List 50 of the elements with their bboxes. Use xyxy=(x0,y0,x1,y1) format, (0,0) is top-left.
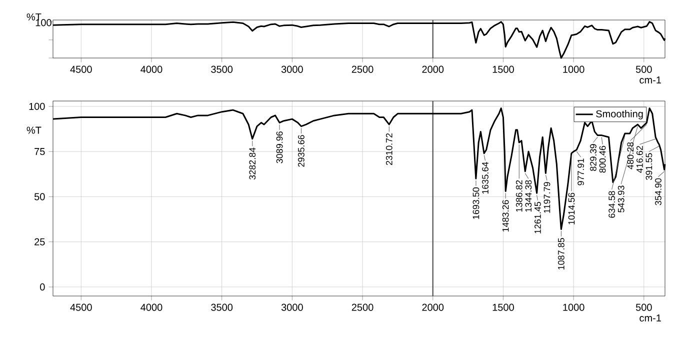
annotation: 1014.56 xyxy=(568,192,575,224)
annotation: 354.90 xyxy=(655,178,662,206)
x-tick-label: 3500 xyxy=(211,66,233,73)
legend-label: Smoothing xyxy=(596,110,643,120)
x-tick-label: 500 xyxy=(636,304,652,311)
annotation: 3282.84 xyxy=(249,148,256,180)
x-axis-title: cm-1 xyxy=(640,314,661,322)
annotation: 829.39 xyxy=(590,144,596,171)
x-tick-label: 2500 xyxy=(352,66,374,73)
annotation: 1261.45 xyxy=(534,202,541,234)
x-tick-label: 4000 xyxy=(140,66,162,73)
annotation: 1344.38 xyxy=(525,180,532,212)
annotation: 3089.96 xyxy=(276,131,283,164)
x-tick-label: 3000 xyxy=(281,304,303,311)
y-tick-label: 25 xyxy=(34,238,45,246)
annotation: 1087.85 xyxy=(558,238,564,270)
annotation: 543.93 xyxy=(618,186,624,212)
x-axis-title: cm-1 xyxy=(640,76,661,84)
x-tick-label: 1500 xyxy=(492,66,514,73)
annotation: 1693.50 xyxy=(472,187,480,219)
x-tick-label: 2500 xyxy=(352,304,374,311)
x-tick-label: 4500 xyxy=(70,66,92,73)
x-tick-label: 4000 xyxy=(140,304,162,311)
y-tick-label: 75 xyxy=(34,148,45,156)
x-tick-label: 1000 xyxy=(563,304,584,311)
x-tick-label: 500 xyxy=(636,66,652,73)
annotation: 2935.66 xyxy=(298,135,304,167)
x-tick-label: 4500 xyxy=(70,304,92,311)
annotation: 1197.79 xyxy=(544,182,550,213)
annotation: 634.58 xyxy=(608,191,616,218)
y-tick-label: 0 xyxy=(40,283,45,291)
y-axis-title: %T xyxy=(26,126,42,134)
x-tick-label: 2000 xyxy=(422,66,444,73)
annotation: 1483.26 xyxy=(502,200,509,232)
x-tick-label: 3500 xyxy=(211,304,233,311)
annotation: 480.28 xyxy=(627,142,634,170)
annotation: 977.91 xyxy=(578,158,584,186)
x-tick-label: 3000 xyxy=(281,66,303,73)
annotation: 416.62 xyxy=(636,146,643,173)
y-tick-label: 100 xyxy=(29,102,45,110)
y-tick-label: 50 xyxy=(34,193,45,200)
annotation: 2310.72 xyxy=(386,133,392,165)
annotation: 800.46 xyxy=(599,146,606,173)
x-tick-label: 1000 xyxy=(563,66,584,73)
annotation: 1386.82 xyxy=(516,180,522,212)
x-tick-label: 1500 xyxy=(492,304,514,311)
annotation: 391.55 xyxy=(646,153,652,180)
x-tick-label: 2000 xyxy=(422,304,444,311)
annotation: 1635.64 xyxy=(482,162,488,194)
y-axis-title: %T xyxy=(26,13,42,20)
